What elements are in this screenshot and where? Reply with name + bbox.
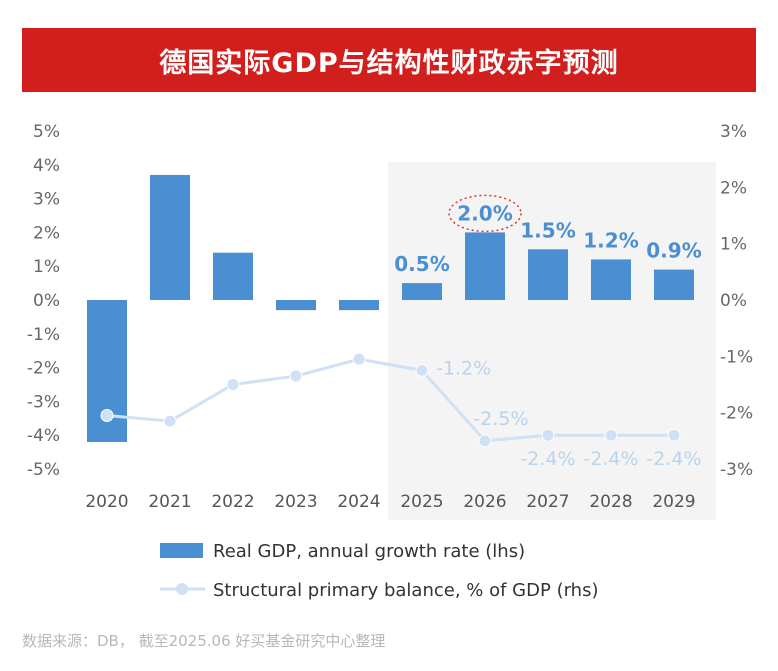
- balance-label: -2.4%: [583, 448, 638, 470]
- balance-label: -1.2%: [436, 357, 491, 379]
- balance-point-2026: [478, 434, 492, 448]
- bar-label: 0.9%: [646, 239, 701, 263]
- left-axis-tick: -5%: [27, 460, 60, 480]
- right-axis-tick: -2%: [720, 404, 753, 424]
- balance-point-2022: [226, 378, 240, 391]
- bar-label: 2.0%: [457, 201, 512, 225]
- right-axis-tick: 3%: [720, 122, 747, 142]
- bar-label: 1.2%: [583, 228, 638, 252]
- x-axis-tick: 2022: [211, 492, 254, 512]
- left-axis-tick: 1%: [33, 257, 60, 277]
- legend-bar-label: Real GDP, annual growth rate (lhs): [213, 541, 525, 562]
- x-axis-tick: 2029: [652, 492, 695, 512]
- bar-2025: [402, 283, 442, 300]
- legend-line-marker: [176, 583, 188, 595]
- x-axis-tick: 2027: [526, 492, 569, 512]
- left-axis-tick: 5%: [33, 122, 60, 142]
- x-axis-tick: 2025: [400, 492, 443, 512]
- left-axis-tick: 4%: [33, 156, 60, 176]
- left-axis-tick: 0%: [33, 291, 60, 311]
- right-axis-tick: -3%: [720, 460, 753, 480]
- bar-label: 0.5%: [394, 252, 449, 276]
- bar-2027: [528, 249, 568, 300]
- left-axis-tick: -4%: [27, 426, 60, 446]
- highlight-ellipse: [448, 194, 522, 233]
- balance-line: [106, 357, 674, 443]
- right-axis-tick: 0%: [720, 291, 747, 311]
- source-note: 数据来源：DB， 截至2025.06 好买基金研究中心整理: [22, 632, 386, 650]
- right-axis-tick: 1%: [720, 235, 747, 255]
- bar-2022: [213, 252, 253, 300]
- balance-label: -2.4%: [646, 448, 701, 470]
- balance-label: -2.5%: [473, 408, 528, 430]
- bar-2029: [654, 269, 694, 300]
- x-axis-tick: 2021: [148, 492, 191, 512]
- legend-bar-swatch: [160, 543, 203, 558]
- balance-point-2024: [352, 352, 366, 366]
- left-axis-tick: -1%: [27, 325, 60, 345]
- balance-label: -2.4%: [520, 448, 575, 470]
- balance-point-2025: [415, 363, 429, 377]
- x-axis-tick: 2028: [589, 492, 632, 512]
- left-axis-tick: 3%: [33, 190, 60, 210]
- balance-point-2021: [163, 414, 177, 428]
- left-axis-tick: -3%: [27, 392, 60, 412]
- balance-point-2023: [289, 369, 303, 383]
- forecast-region: [388, 162, 716, 520]
- balance-point-2029: [667, 428, 681, 442]
- balance-point-2028: [604, 428, 618, 442]
- x-axis-tick: 2023: [274, 492, 317, 512]
- bar-2026: [465, 232, 505, 300]
- bar-2024: [339, 300, 379, 311]
- right-axis-tick: 2%: [720, 178, 747, 198]
- bar-2021: [150, 174, 190, 300]
- balance-point-2020: [100, 408, 114, 422]
- legend-line-label: Structural primary balance, % of GDP (rh…: [213, 580, 598, 601]
- x-axis-tick: 2026: [463, 492, 506, 512]
- left-axis-tick: 2%: [33, 223, 60, 243]
- right-axis-tick: -1%: [720, 347, 753, 367]
- balance-point-2027: [541, 428, 555, 442]
- chart-title: 德国实际GDP与结构性财政赤字预测: [22, 28, 756, 92]
- x-axis-tick: 2024: [337, 492, 380, 512]
- bar-label: 1.5%: [520, 218, 575, 242]
- bar-2023: [276, 300, 316, 311]
- x-axis-tick: 2020: [85, 492, 128, 512]
- left-axis-tick: -2%: [27, 359, 60, 379]
- bar-2028: [591, 259, 631, 300]
